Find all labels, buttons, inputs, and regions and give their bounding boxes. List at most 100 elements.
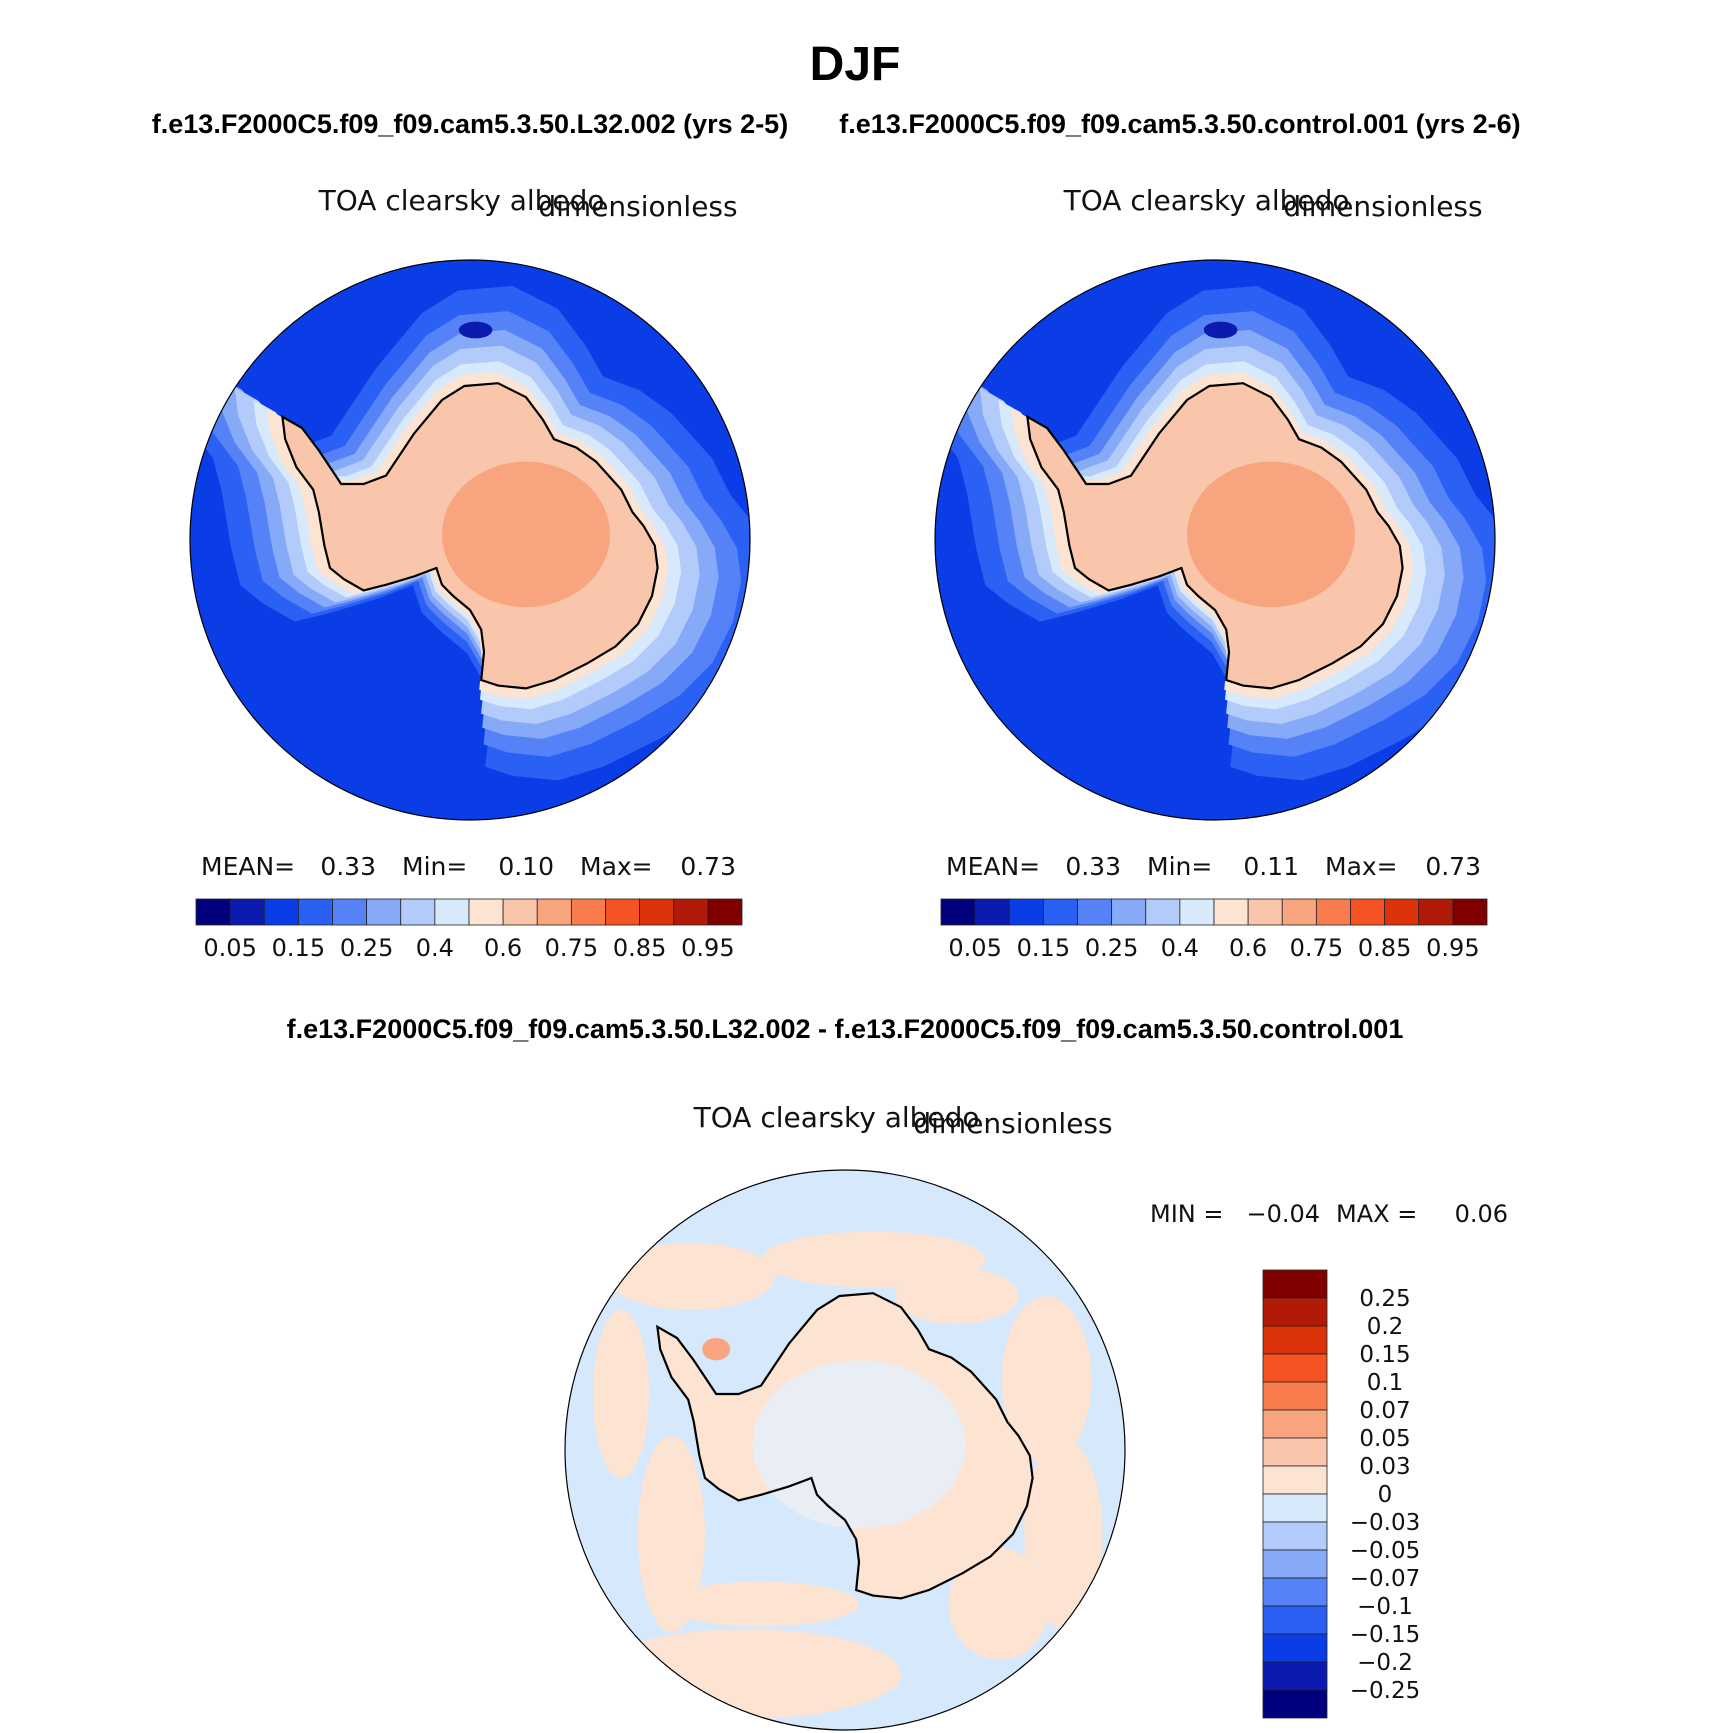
colorbar-cell-9 [502, 898, 538, 926]
colorbar-tick-label: 0.85 [613, 934, 666, 962]
coastline [1026, 382, 1404, 690]
colorbar-cell-5 [1111, 898, 1147, 926]
colorbar-tick-label: 0.6 [484, 934, 522, 962]
colorbar-tick-label: 0.05 [203, 934, 256, 962]
positive-anomaly-5 [593, 1629, 901, 1719]
colorbar-tick-label: 0.25 [340, 934, 393, 962]
colorbar-tick-label: 0.03 [1359, 1454, 1410, 1480]
map-border [189, 259, 751, 821]
figure-title: DJF [810, 38, 901, 91]
colorbar-cell-13 [1262, 1633, 1328, 1663]
variable-label: TOA clearsky albedo [318, 184, 605, 217]
positive-anomaly-9 [895, 1268, 1019, 1324]
colorbar-tick-label: −0.05 [1350, 1538, 1420, 1564]
min-label: MIN = [1150, 1200, 1223, 1228]
albedo-minimum-patch [1203, 321, 1238, 339]
min-value: 0.11 [1243, 852, 1299, 881]
map-border [564, 1169, 1126, 1731]
colorbar-cell-12 [1262, 1605, 1328, 1635]
max-value: 0.06 [1455, 1200, 1508, 1228]
colorbar-cell-1 [974, 898, 1010, 926]
colorbar-cell-3 [297, 898, 333, 926]
coastline [656, 1292, 1034, 1600]
colorbar-cell-9 [1247, 898, 1283, 926]
colorbar-tick-label: 0 [1378, 1482, 1393, 1508]
colorbar-tick-label: 0.25 [1085, 934, 1138, 962]
colorbar-cell-2 [1262, 1325, 1328, 1355]
colorbar-tick-label: 0.1 [1367, 1370, 1404, 1396]
max-label: MAX = [1336, 1200, 1417, 1228]
colorbar-cell-3 [1042, 898, 1078, 926]
mean-label: MEAN= [201, 852, 295, 881]
colorbar-cell-10 [1262, 1549, 1328, 1579]
colorbar-cell-2 [1008, 898, 1044, 926]
positive-anomaly-8 [593, 1310, 649, 1478]
colorbar-cell-11 [570, 898, 606, 926]
map-field [935, 260, 1495, 820]
plateau-high-albedo [1187, 461, 1355, 608]
colorbar-tick-label: −0.07 [1350, 1566, 1420, 1592]
colorbar-cell-1 [229, 898, 265, 926]
min-value: 0.10 [498, 852, 554, 881]
map-field [190, 260, 750, 820]
albedo-minimum-patch [458, 321, 493, 339]
min-value: −0.04 [1246, 1200, 1320, 1228]
colorbar-tick-label: 0.4 [416, 934, 454, 962]
colorbar-cell-6 [400, 898, 436, 926]
min-label: Min= [402, 852, 467, 881]
colorbar-tick-label: 0.75 [545, 934, 598, 962]
positive-anomaly-2 [1001, 1296, 1092, 1464]
colorbar-tick-label: 0.15 [1359, 1342, 1410, 1368]
colorbar-cell-0 [195, 898, 231, 926]
colorbar-cell-2 [263, 898, 299, 926]
colorbar-tick-label: −0.1 [1357, 1594, 1413, 1620]
colorbar-tick-label: 0.85 [1358, 934, 1411, 962]
case-title: f.e13.F2000C5.f09_f09.cam5.3.50.L32.002 … [152, 109, 788, 139]
colorbar-cell-0 [940, 898, 976, 926]
colorbar-cell-1 [1262, 1297, 1328, 1327]
colorbar-cell-8 [468, 898, 504, 926]
max-label: Max= [580, 852, 653, 881]
mean-value: 0.33 [1065, 852, 1121, 881]
panel-3: f.e13.F2000C5.f09_f09.cam5.3.50.L32.002 … [287, 1014, 1508, 1731]
colorbar-cell-4 [1077, 898, 1113, 926]
colorbar-cell-9 [1262, 1521, 1328, 1551]
colorbar-cell-7 [434, 898, 470, 926]
colorbar-cell-14 [673, 898, 709, 926]
colorbar-cell-5 [1262, 1409, 1328, 1439]
plateau-high-albedo [442, 461, 610, 608]
colorbar-cell-8 [1262, 1493, 1328, 1523]
positive-anomaly-6 [663, 1581, 859, 1627]
variable-label: TOA clearsky albedo [693, 1101, 980, 1134]
plateau-anomaly-mix [752, 1360, 966, 1529]
colorbar-cell-4 [1262, 1381, 1328, 1411]
mean-label: MEAN= [946, 852, 1040, 881]
colorbar-tick-label: 0.4 [1161, 934, 1199, 962]
panel-1: f.e13.F2000C5.f09_f09.cam5.3.50.L32.002 … [152, 109, 788, 962]
colorbar-cell-6 [1145, 898, 1181, 926]
variable-label: TOA clearsky albedo [1063, 184, 1350, 217]
coastline [281, 382, 659, 690]
units-label: dimensionless [1283, 190, 1482, 223]
map-field [565, 1170, 1125, 1730]
max-value: 0.73 [1425, 852, 1481, 881]
max-value: 0.73 [680, 852, 736, 881]
peak-positive-anomaly [702, 1338, 731, 1361]
colorbar-cell-4 [332, 898, 368, 926]
colorbar-cell-5 [366, 898, 402, 926]
min-label: Min= [1147, 852, 1212, 881]
mean-value: 0.33 [320, 852, 376, 881]
colorbar-tick-label: 0.05 [1359, 1426, 1410, 1452]
colorbar-cell-12 [1350, 898, 1386, 926]
panel-2: f.e13.F2000C5.f09_f09.cam5.3.50.control.… [839, 109, 1520, 962]
positive-anomaly-0 [607, 1242, 775, 1310]
case-title: f.e13.F2000C5.f09_f09.cam5.3.50.control.… [839, 109, 1520, 139]
colorbar-tick-label: 0.95 [681, 934, 734, 962]
colorbar-cell-13 [1384, 898, 1420, 926]
colorbar-tick-label: −0.03 [1350, 1510, 1420, 1536]
colorbar-tick-label: 0.15 [272, 934, 325, 962]
positive-anomaly-7 [948, 1548, 1050, 1660]
max-label: Max= [1325, 852, 1398, 881]
colorbar-cell-12 [605, 898, 641, 926]
